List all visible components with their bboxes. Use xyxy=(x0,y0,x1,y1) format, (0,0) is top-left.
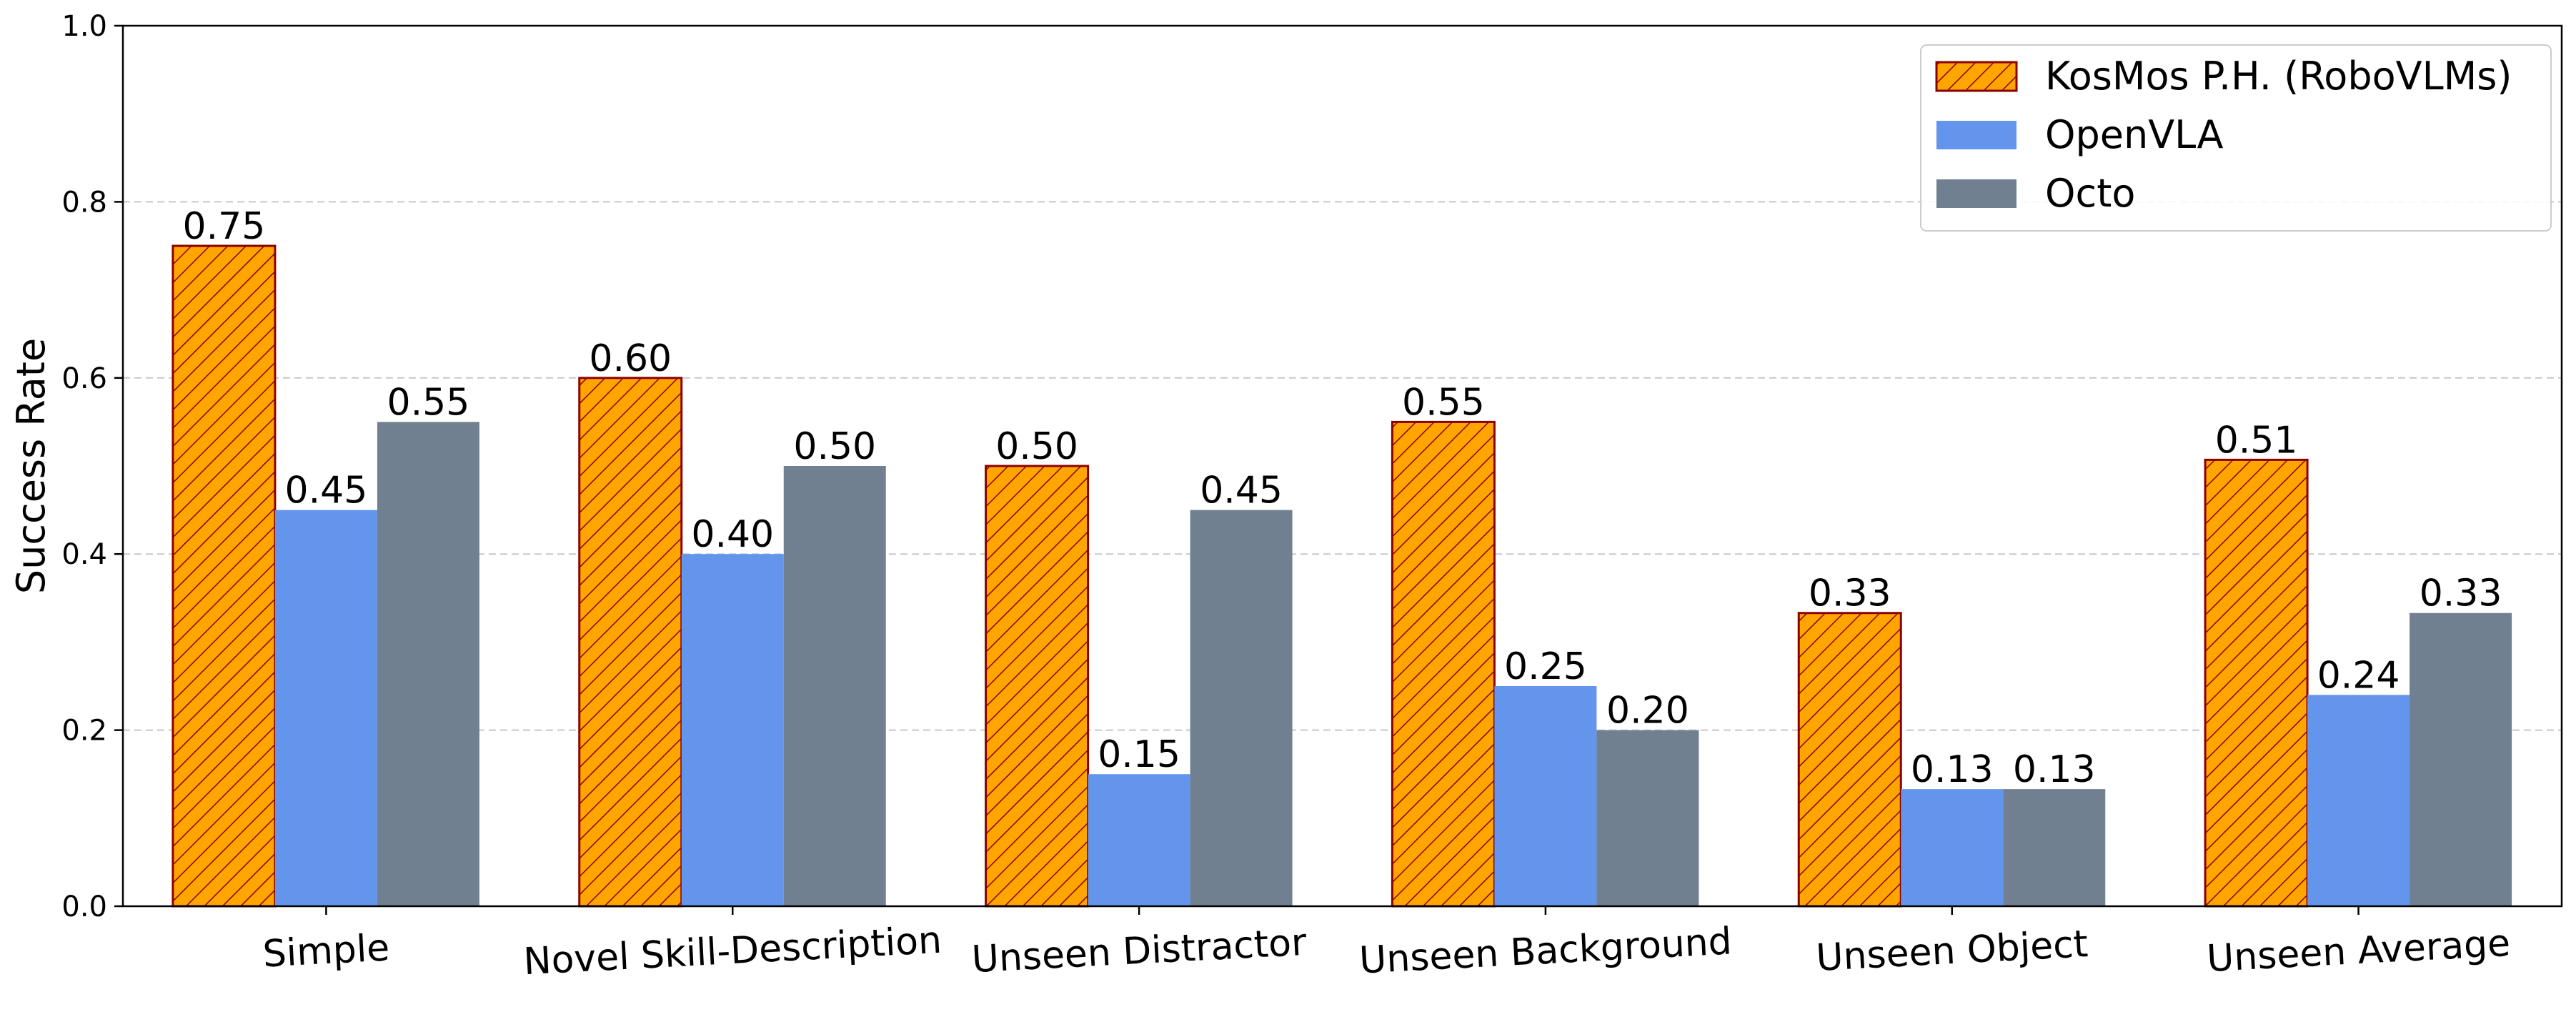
legend-label: Octo xyxy=(2045,171,2135,216)
y-tick-label: 0.2 xyxy=(61,715,107,748)
y-tick-label: 0.8 xyxy=(61,186,107,219)
y-axis-title: Success Rate xyxy=(9,338,54,594)
bar xyxy=(985,465,1090,908)
bar xyxy=(681,554,784,906)
bars xyxy=(171,244,2512,908)
bar xyxy=(1088,774,1190,906)
bar xyxy=(1190,510,1293,906)
data-label: 0.50 xyxy=(793,425,876,468)
data-label: 0.13 xyxy=(2013,748,2096,791)
data-label: 0.75 xyxy=(183,205,266,248)
legend-label: OpenVLA xyxy=(2045,112,2223,157)
bar xyxy=(2410,612,2512,906)
bar xyxy=(1596,730,1699,906)
data-label: 0.25 xyxy=(1504,645,1587,688)
bar xyxy=(1494,686,1597,906)
data-label: 0.40 xyxy=(691,513,774,556)
grid-lines xyxy=(123,201,2562,731)
bar xyxy=(171,244,277,908)
legend-swatch xyxy=(1936,179,2016,208)
bar xyxy=(274,510,377,906)
legend-box xyxy=(1920,44,2552,232)
bar xyxy=(377,422,479,906)
legend-swatch xyxy=(1935,61,2018,92)
data-label: 0.45 xyxy=(1200,470,1283,512)
x-tick-label: Unseen Object xyxy=(1815,923,2089,980)
bar xyxy=(578,377,683,908)
bar xyxy=(1391,420,1496,908)
data-label: 0.33 xyxy=(1809,572,1891,615)
data-label: 0.50 xyxy=(995,425,1078,468)
x-tick-label: Simple xyxy=(262,926,390,976)
data-label: 0.45 xyxy=(285,470,368,512)
y-tick-label: 1.0 xyxy=(61,10,107,43)
bar xyxy=(2003,789,2106,906)
legend-label: KosMos P.H. (RoboVLMs) xyxy=(2045,54,2512,99)
data-label: 0.20 xyxy=(1606,690,1689,733)
x-tick-label: Unseen Background xyxy=(1358,920,1733,982)
y-tick-label: 0.4 xyxy=(61,538,107,571)
bar xyxy=(783,466,886,906)
data-label: 0.15 xyxy=(1098,733,1180,776)
x-tick-label: Unseen Distractor xyxy=(970,921,1308,981)
data-label: 0.55 xyxy=(387,381,470,424)
bar xyxy=(1901,789,2004,906)
data-label: 0.51 xyxy=(2215,419,2298,462)
legend-swatch xyxy=(1936,121,2016,149)
plot-frame xyxy=(121,24,2563,908)
x-tick-label: Unseen Average xyxy=(2206,922,2512,981)
data-label: 0.33 xyxy=(2420,572,2502,615)
x-tick-label: Novel Skill-Description xyxy=(522,919,943,984)
data-label: 0.13 xyxy=(1911,748,1994,791)
y-tick-label: 0.6 xyxy=(61,362,107,395)
bar xyxy=(1797,612,1902,908)
bar xyxy=(2204,458,2309,908)
data-labels: 0.75 0.45 0.55 0.60 0.40 0.50 0.50 0.15 0.45 0.55… xyxy=(183,205,2502,791)
data-label: 0.55 xyxy=(1402,381,1485,424)
y-tick-label: 0.0 xyxy=(61,891,107,923)
legend: KosMos P.H. (RoboVLMs) OpenVLA Octo xyxy=(1920,44,2552,232)
data-label: 0.24 xyxy=(2317,654,2400,697)
bar xyxy=(2307,695,2410,906)
data-label: 0.60 xyxy=(589,337,672,380)
